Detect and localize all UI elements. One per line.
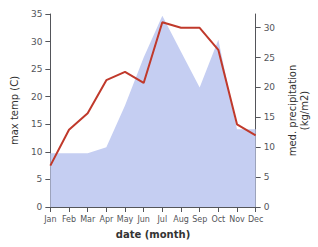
svg-text:35: 35	[31, 9, 42, 19]
svg-text:5: 5	[264, 172, 270, 182]
svg-text:Jun: Jun	[136, 215, 150, 224]
svg-text:20: 20	[264, 82, 276, 92]
svg-text:May: May	[117, 215, 134, 224]
svg-text:Jan: Jan	[43, 215, 56, 224]
svg-text:10: 10	[264, 142, 276, 152]
svg-text:Nov: Nov	[229, 215, 245, 224]
svg-text:Jul: Jul	[157, 215, 168, 224]
svg-text:Apr: Apr	[99, 215, 114, 224]
svg-text:0: 0	[264, 202, 270, 212]
svg-text:Aug: Aug	[173, 215, 189, 224]
svg-text:30: 30	[31, 37, 43, 47]
svg-text:20: 20	[31, 92, 43, 102]
svg-text:30: 30	[264, 23, 276, 33]
svg-text:Sep: Sep	[192, 215, 207, 224]
svg-text:(kg/m2): (kg/m2)	[299, 91, 310, 131]
svg-text:Oct: Oct	[211, 215, 225, 224]
svg-text:15: 15	[31, 119, 42, 129]
svg-text:Dec: Dec	[248, 215, 263, 224]
svg-text:25: 25	[264, 53, 275, 63]
svg-text:med. precipitation: med. precipitation	[287, 65, 298, 157]
svg-text:5: 5	[37, 174, 43, 184]
svg-text:Feb: Feb	[62, 215, 76, 224]
svg-text:15: 15	[264, 112, 275, 122]
svg-text:date (month): date (month)	[116, 229, 190, 240]
svg-text:max temp (C): max temp (C)	[9, 76, 20, 145]
svg-text:10: 10	[31, 147, 43, 157]
svg-text:Mar: Mar	[80, 215, 96, 224]
svg-text:25: 25	[31, 64, 42, 74]
svg-text:0: 0	[37, 202, 43, 212]
